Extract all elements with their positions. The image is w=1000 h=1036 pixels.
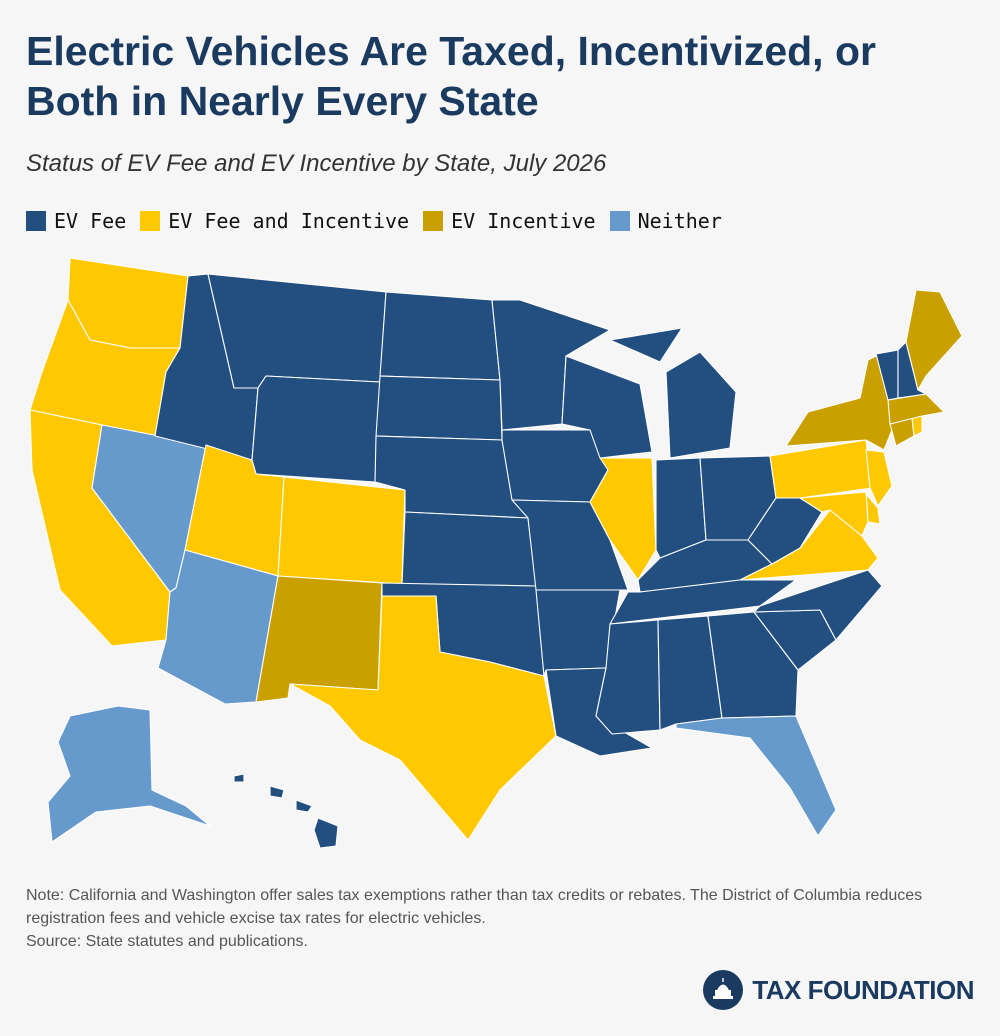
state-pa[interactable] (769, 439, 873, 499)
state-ny[interactable] (785, 349, 893, 451)
state-mt[interactable] (207, 273, 387, 389)
state-nh[interactable] (897, 341, 927, 399)
legend: EV Fee EV Fee and Incentive EV Incentive… (26, 208, 736, 234)
legend-item-ev-incentive: EV Incentive (423, 209, 596, 233)
state-co[interactable] (277, 476, 406, 585)
legend-item-neither: Neither (609, 209, 722, 233)
state-ak[interactable] (47, 705, 211, 843)
legend-label-ev-fee-and-incentive: EV Fee and Incentive (168, 209, 410, 233)
legend-label-neither: Neither (637, 209, 722, 233)
legend-swatch-ev-fee (26, 211, 46, 231)
state-ga[interactable] (707, 611, 799, 719)
legend-item-ev-fee: EV Fee (26, 209, 126, 233)
state-il[interactable] (589, 457, 657, 581)
legend-label-ev-fee: EV Fee (54, 209, 127, 233)
tax-foundation-logo: TAX FOUNDATION (702, 968, 974, 1012)
state-me[interactable] (905, 289, 963, 391)
state-tx[interactable] (289, 595, 557, 841)
note-text: Note: California and Washington offer sa… (26, 887, 923, 927)
state-nm[interactable] (255, 575, 383, 703)
legend-label-ev-incentive: EV Incentive (451, 209, 596, 233)
state-mi[interactable] (609, 327, 737, 459)
page-subtitle: Status of EV Fee and EV Incentive by Sta… (26, 150, 607, 177)
state-nd[interactable] (379, 291, 501, 381)
state-ks[interactable] (401, 511, 537, 587)
legend-item-ev-fee-and-incentive: EV Fee and Incentive (140, 209, 409, 233)
us-state-map (29, 257, 963, 849)
source-text: Source: State statutes and publications. (26, 933, 308, 950)
state-wy[interactable] (251, 375, 381, 483)
state-md[interactable] (799, 491, 869, 537)
state-fl[interactable] (675, 715, 837, 837)
footnotes: Note: California and Washington offer sa… (26, 884, 976, 953)
capitol-dome-icon (703, 970, 744, 1010)
legend-swatch-ev-incentive (423, 211, 444, 231)
legend-swatch-ev-fee-and-incentive (140, 211, 161, 231)
state-ri[interactable] (911, 415, 923, 437)
page-title: Electric Vehicles Are Taxed, Incentivize… (26, 28, 876, 124)
state-hi[interactable] (233, 773, 339, 849)
state-nj[interactable] (865, 449, 893, 507)
state-sd[interactable] (375, 375, 503, 441)
state-ia[interactable] (501, 429, 609, 503)
logo-text: TAX FOUNDATION (752, 974, 974, 1005)
legend-swatch-neither (609, 211, 630, 231)
